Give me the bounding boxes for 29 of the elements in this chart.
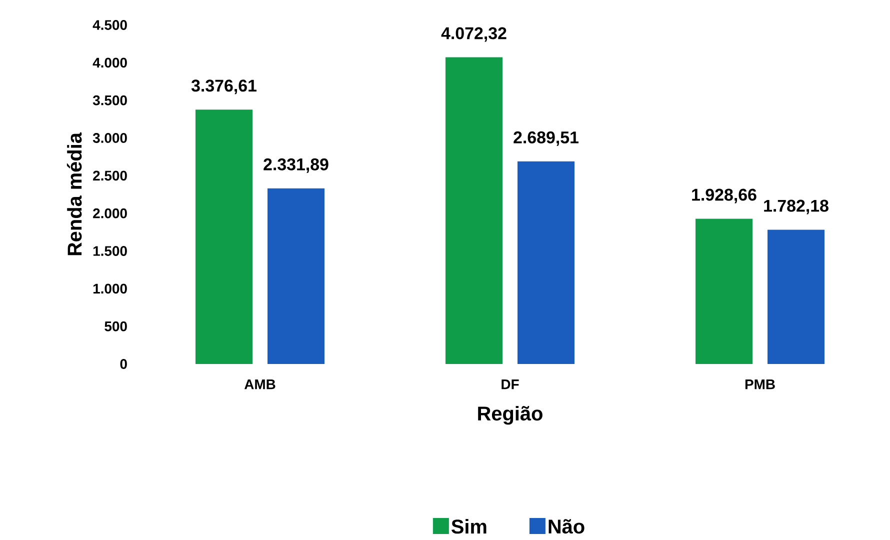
y-axis-title: Renda média (66, 132, 82, 256)
y-tick-label: 4.500 (92, 20, 127, 30)
bar (768, 230, 825, 364)
y-tick-label: 2.000 (93, 208, 127, 218)
x-tick-label: PMB (745, 380, 775, 390)
data-label: 1.782,18 (764, 200, 828, 214)
data-label: 1.928,66 (692, 188, 756, 204)
data-label: 4.072,32 (441, 27, 506, 42)
y-tick-label: 1.000 (93, 284, 127, 294)
x-tick-label: AMB (244, 380, 276, 390)
bar (446, 57, 503, 364)
y-tick-label: 3.500 (92, 95, 127, 106)
bar (196, 110, 253, 364)
x-tick-label: DF (502, 380, 519, 390)
y-tick-label: 3.000 (92, 133, 127, 143)
bar (518, 161, 575, 364)
legend-label: Sim (451, 519, 486, 534)
x-axis-title: Região (478, 406, 542, 425)
legend-label: Não (548, 519, 584, 534)
data-label: 2.689,51 (514, 131, 578, 146)
y-tick-label: 500 (104, 321, 127, 332)
y-tick-label: 1.500 (93, 246, 127, 256)
y-tick-label: 2.500 (93, 170, 127, 181)
y-tick-label: 4.000 (92, 58, 127, 68)
data-label: 2.331,89 (264, 158, 328, 173)
y-tick-label: 0 (120, 359, 127, 369)
data-label: 3.376,61 (191, 80, 256, 94)
bar (696, 218, 753, 364)
bar (268, 188, 325, 364)
